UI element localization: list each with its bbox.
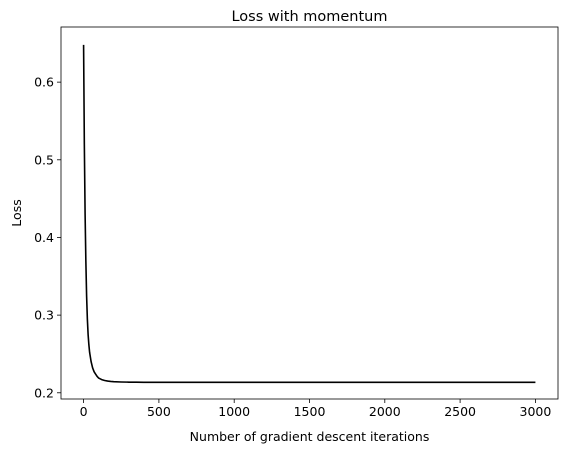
series-layer bbox=[82, 44, 536, 384]
x-tick-label: 1000 bbox=[218, 404, 250, 419]
x-tick-label: 0 bbox=[80, 404, 88, 419]
x-tick-label: 2000 bbox=[369, 404, 401, 419]
chart-title: Loss with momentum bbox=[231, 9, 387, 25]
x-axis-label: Number of gradient descent iterations bbox=[190, 429, 430, 444]
y-axis-label: Loss bbox=[9, 199, 24, 226]
y-tick-label: 0.4 bbox=[34, 230, 54, 245]
x-tick-label: 1500 bbox=[294, 404, 326, 419]
plot-area-frame bbox=[60, 26, 559, 400]
y-tick-label: 0.6 bbox=[34, 75, 54, 90]
x-axis: 0 500 1000 1500 2000 2500 3000 bbox=[80, 399, 552, 419]
y-tick-label: 0.3 bbox=[34, 308, 54, 323]
y-tick-label: 0.5 bbox=[34, 152, 54, 167]
x-tick-label: 500 bbox=[147, 404, 171, 419]
y-tick-label: 0.2 bbox=[34, 385, 54, 400]
x-tick-label: 2500 bbox=[444, 404, 476, 419]
y-axis: 0.2 0.3 0.4 0.5 0.6 bbox=[34, 75, 61, 400]
loss-series-line bbox=[82, 44, 536, 384]
x-tick-label: 3000 bbox=[520, 404, 552, 419]
